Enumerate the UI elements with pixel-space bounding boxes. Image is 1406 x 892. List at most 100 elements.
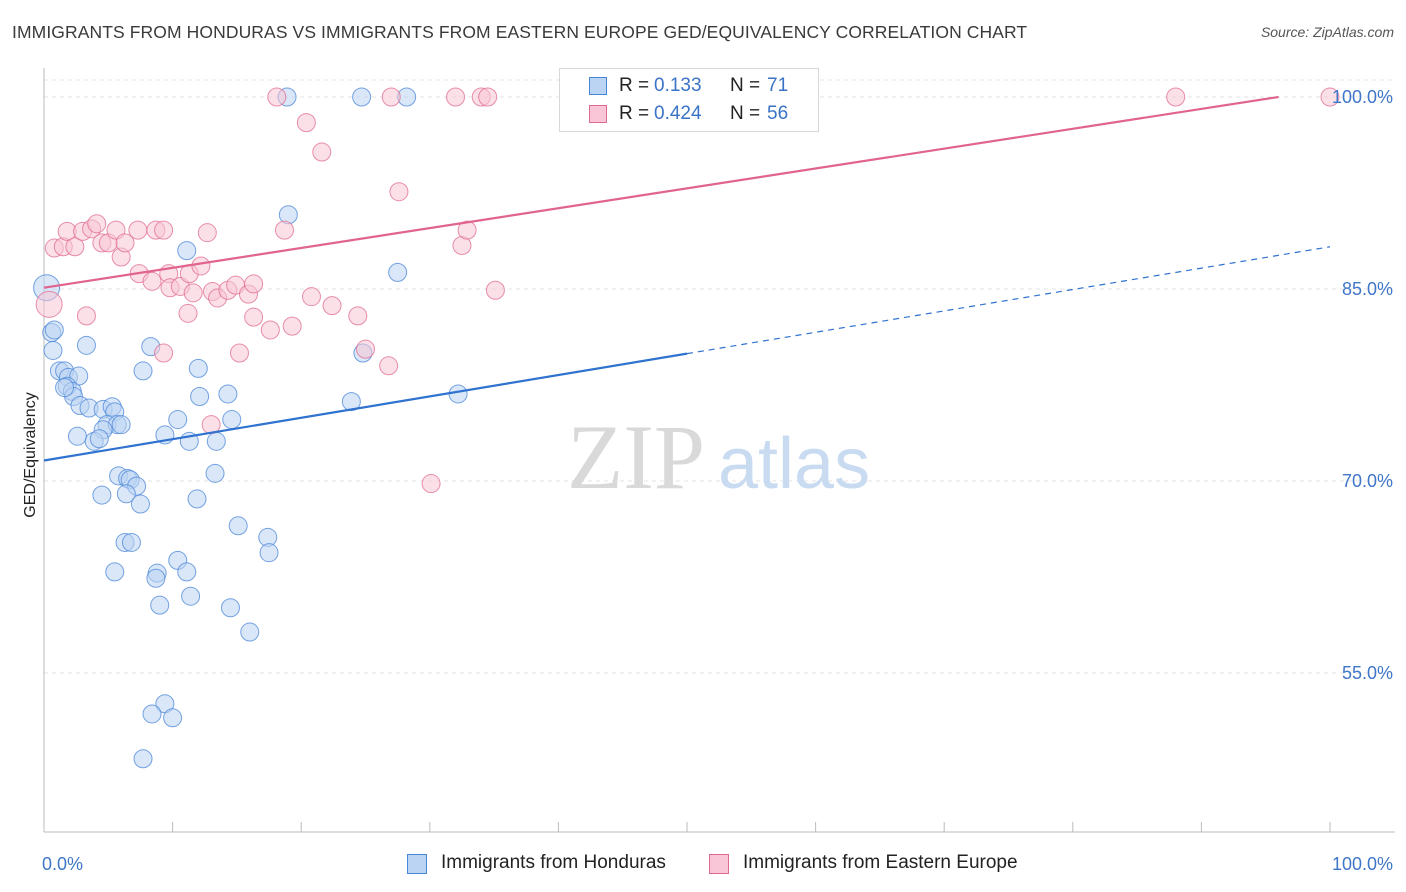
point-eastern-europe xyxy=(446,87,466,107)
point-honduras xyxy=(181,586,201,606)
legend-n-value: 71 xyxy=(767,75,789,96)
legend-r-label: R = xyxy=(619,103,650,124)
point-eastern-europe xyxy=(244,307,264,327)
point-eastern-europe xyxy=(457,220,477,240)
x-tick-label: 100.0% xyxy=(1332,854,1393,874)
point-honduras xyxy=(228,516,248,536)
trend-lines xyxy=(43,95,1331,462)
gridlines xyxy=(44,79,1395,674)
y-tick-label: 85.0% xyxy=(1342,279,1393,299)
y-tick-label: 55.0% xyxy=(1342,663,1393,683)
x-tick-label: 0.0% xyxy=(42,854,83,874)
point-eastern-europe xyxy=(115,233,135,253)
point-eastern-europe xyxy=(76,306,96,326)
point-eastern-europe xyxy=(296,113,316,133)
point-honduras xyxy=(177,241,197,261)
point-honduras xyxy=(67,426,87,446)
legend-swatch-eastern-europe xyxy=(709,854,729,874)
point-honduras xyxy=(205,463,225,483)
point-honduras xyxy=(55,378,75,398)
point-eastern-europe xyxy=(229,343,249,363)
point-eastern-europe xyxy=(260,320,280,340)
legend-row-eastern-europe: R = 0.424 N = 56 xyxy=(560,100,818,128)
point-eastern-europe xyxy=(478,87,498,107)
point-honduras xyxy=(341,392,361,412)
point-eastern-europe xyxy=(282,316,302,336)
point-honduras xyxy=(259,543,279,563)
point-honduras xyxy=(89,429,109,449)
point-eastern-europe xyxy=(183,283,203,303)
point-honduras xyxy=(92,485,112,505)
point-eastern-europe xyxy=(485,280,505,300)
point-eastern-europe xyxy=(356,339,375,359)
point-eastern-europe xyxy=(154,343,174,363)
point-eastern-europe xyxy=(274,220,294,240)
point-honduras xyxy=(388,262,408,282)
point-honduras xyxy=(177,562,197,582)
point-eastern-europe xyxy=(348,306,368,326)
legend-label-eastern-europe: Immigrants from Eastern Europe xyxy=(743,852,1018,873)
point-eastern-europe xyxy=(191,256,211,276)
point-eastern-europe xyxy=(197,223,217,243)
legend-swatch-eastern-europe xyxy=(589,105,607,123)
watermark-atlas: atlas xyxy=(718,424,870,504)
point-honduras xyxy=(121,532,141,552)
point-honduras xyxy=(44,320,64,340)
point-eastern-europe xyxy=(87,214,107,234)
point-honduras xyxy=(220,598,240,618)
point-eastern-europe xyxy=(322,296,342,316)
series-legend: Immigrants from Honduras Immigrants from… xyxy=(0,850,1406,880)
point-honduras xyxy=(448,384,468,404)
legend-label-honduras: Immigrants from Honduras xyxy=(441,852,666,873)
point-eastern-europe xyxy=(244,274,264,294)
point-eastern-europe xyxy=(379,356,399,376)
legend-swatch-honduras xyxy=(407,854,427,874)
point-eastern-europe xyxy=(421,474,441,494)
point-eastern-europe xyxy=(1166,87,1186,107)
legend-n-label: N = xyxy=(730,75,761,96)
point-honduras xyxy=(142,704,162,724)
point-eastern-europe xyxy=(142,271,162,291)
legend-row-honduras: R = 0.133 N = 71 xyxy=(560,72,818,100)
point-eastern-europe xyxy=(389,182,409,202)
chart-title: IMMIGRANTS FROM HONDURAS VS IMMIGRANTS F… xyxy=(12,22,1028,42)
point-honduras xyxy=(133,361,153,381)
trend-line-honduras-extension xyxy=(686,246,1331,355)
point-honduras xyxy=(163,708,183,728)
point-eastern-europe xyxy=(128,220,148,240)
point-honduras xyxy=(218,384,238,404)
trend-line-honduras xyxy=(43,352,688,462)
point-honduras xyxy=(352,87,372,107)
axes xyxy=(43,68,1395,833)
point-honduras xyxy=(187,489,207,509)
point-honduras xyxy=(188,358,208,378)
legend-r-value: 0.424 xyxy=(654,103,702,124)
point-eastern-europe xyxy=(301,287,321,307)
point-honduras xyxy=(43,340,63,360)
legend-n-value: 56 xyxy=(767,103,789,124)
tick-labels: 55.0% 70.0% 85.0% 100.0% 0.0% 100.0% xyxy=(42,87,1393,874)
legend-swatch-honduras xyxy=(589,77,607,95)
point-eastern-europe xyxy=(312,142,332,162)
point-honduras xyxy=(150,595,170,615)
point-honduras xyxy=(105,562,125,582)
point-honduras xyxy=(168,410,188,430)
watermark: ZIP atlas xyxy=(567,406,870,508)
point-honduras xyxy=(116,484,136,504)
point-eastern-europe xyxy=(65,237,85,257)
point-honduras xyxy=(222,410,242,430)
point-eastern-europe xyxy=(154,220,174,240)
point-honduras xyxy=(133,749,153,769)
trend-line-eastern-europe xyxy=(43,95,1279,289)
legend-r-value: 0.133 xyxy=(654,75,702,96)
point-eastern-europe xyxy=(381,87,401,107)
point-eastern-europe xyxy=(35,290,63,318)
y-tick-label: 70.0% xyxy=(1342,471,1393,491)
stats-legend: R = 0.133 N = 71 R = 0.424 N = 56 xyxy=(559,68,819,132)
point-honduras xyxy=(146,568,166,588)
point-honduras xyxy=(206,431,226,451)
legend-n-label: N = xyxy=(730,103,761,124)
point-eastern-europe xyxy=(1320,87,1340,107)
point-eastern-europe xyxy=(267,87,287,107)
